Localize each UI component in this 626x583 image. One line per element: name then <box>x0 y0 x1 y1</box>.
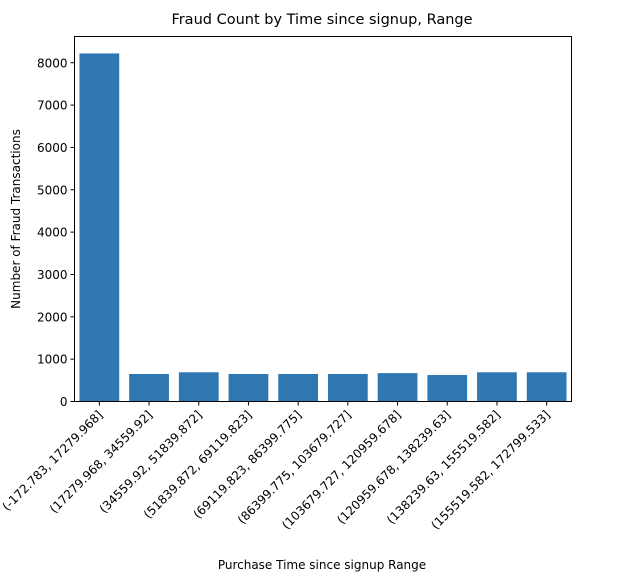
x-axis-label: Purchase Time since signup Range <box>218 558 426 572</box>
x-tick-label: (-172.783, 17279.968] <box>0 408 105 514</box>
x-tick-label: (17279.968, 34559.92] <box>47 408 155 516</box>
bar <box>129 373 169 402</box>
y-tick-label: 2000 <box>37 310 68 324</box>
bar <box>526 372 567 402</box>
bar <box>377 373 418 402</box>
bar <box>477 372 517 402</box>
y-tick-label: 8000 <box>37 56 68 70</box>
y-tick-label: 4000 <box>37 226 68 240</box>
y-axis-label: Number of Fraud Transactions <box>9 129 23 309</box>
y-axis: 0 1000 2000 3000 4000 5000 6000 7000 8000 <box>37 56 75 409</box>
plot-frame <box>74 36 572 402</box>
y-tick-label: 0 <box>60 395 68 409</box>
y-tick-label: 7000 <box>37 99 68 113</box>
bar <box>228 373 269 402</box>
y-tick-label: 6000 <box>37 141 68 155</box>
y-tick-label: 3000 <box>37 268 68 282</box>
bar <box>178 372 219 402</box>
x-tick-label: (34559.92, 51839.872] <box>97 408 205 516</box>
x-axis: (-172.783, 17279.968](17279.968, 34559.9… <box>0 401 553 532</box>
y-tick-label: 1000 <box>37 353 68 367</box>
y-tick-label: 5000 <box>37 183 68 197</box>
chart-title: Fraud Count by Time since signup, Range <box>171 12 472 28</box>
bar <box>79 53 120 402</box>
bar <box>278 373 319 402</box>
bar <box>427 375 468 402</box>
bar <box>327 373 368 402</box>
bars-layer <box>79 53 567 402</box>
